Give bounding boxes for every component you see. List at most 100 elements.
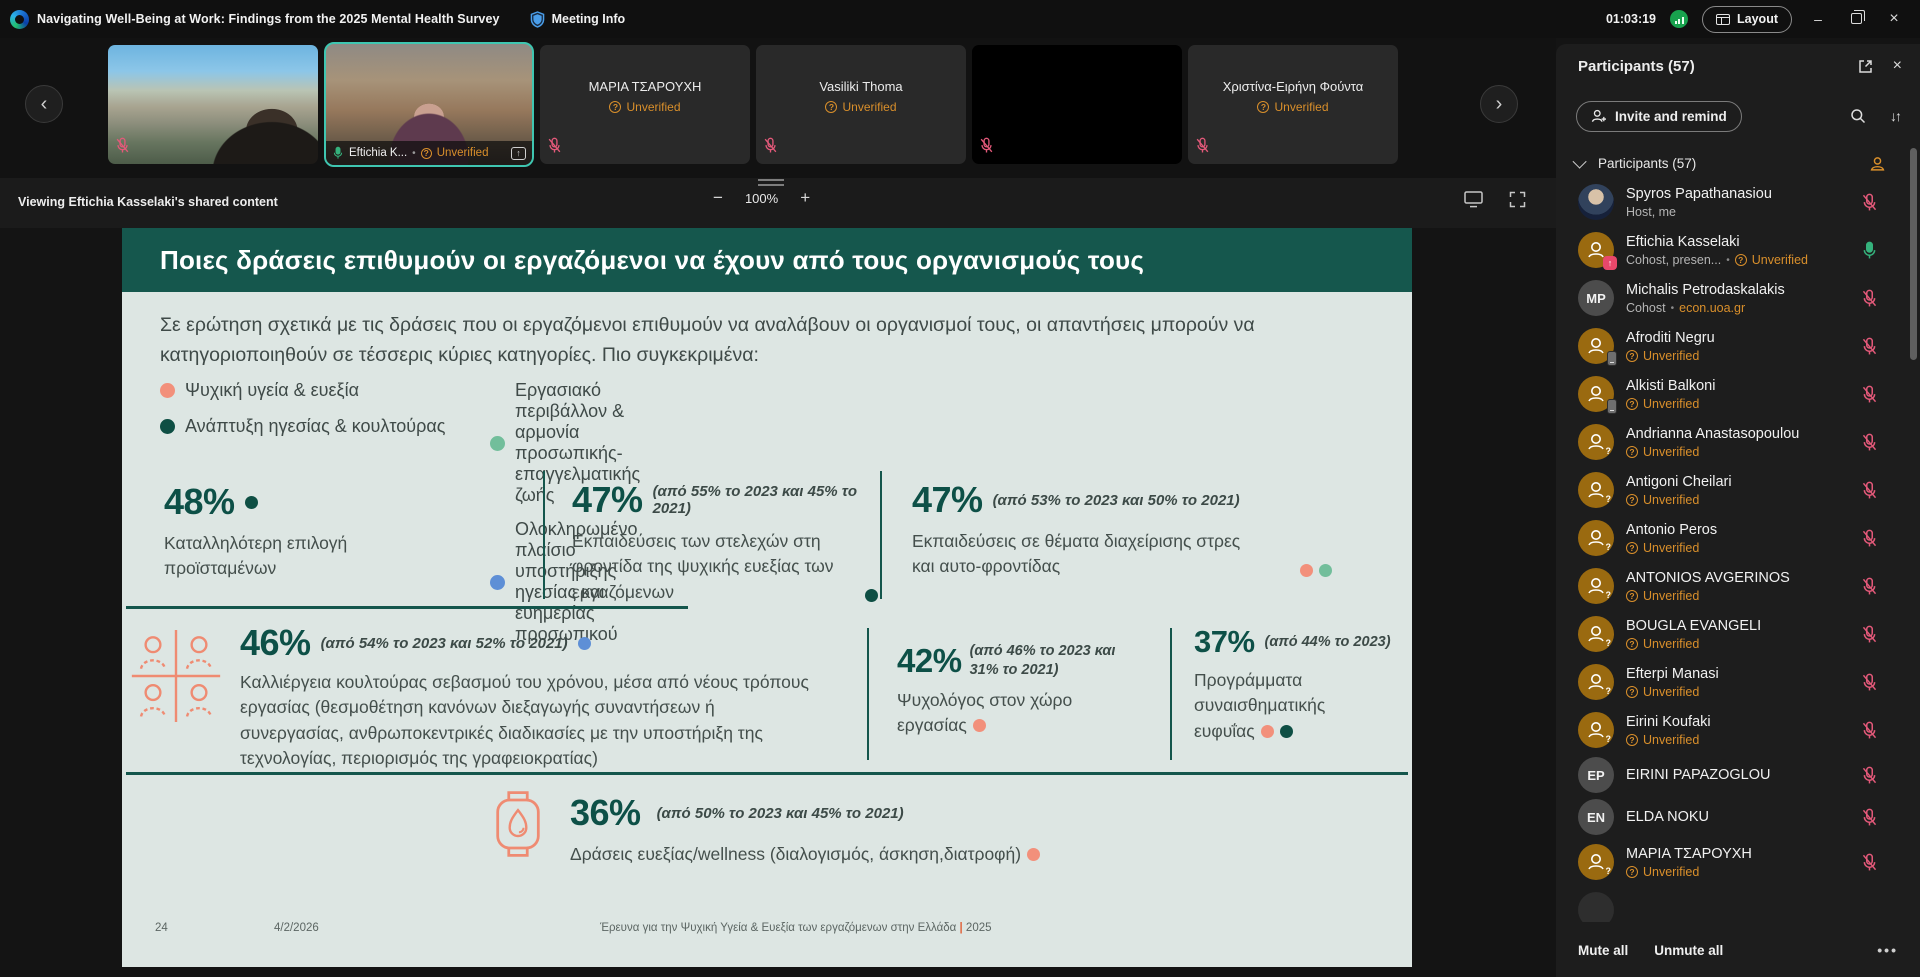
avatar-initials: EN (1578, 799, 1614, 835)
invite-and-remind-button[interactable]: Invite and remind (1576, 100, 1742, 132)
unverified-icon: ? (1257, 101, 1270, 113)
mic-muted-icon[interactable] (1861, 481, 1878, 500)
participants-footer: Mute all Unmute all ••• (1556, 935, 1920, 965)
audio-tile-participant[interactable]: ΜΑΡΙΑ ΤΣΑΡΟΥΧΗ ? Unverified (540, 45, 750, 164)
active-speaker-label: Eftichia K... • ? Unverified ↑ (326, 141, 532, 165)
mic-muted-icon[interactable] (1861, 289, 1878, 308)
stats-row-1: 48% Καταλληλότερη επιλογή προϊσταμένων 4… (122, 471, 1412, 603)
participant-row[interactable]: ? ANTONIOS AVGERINOS ? Unverified (1556, 562, 1920, 610)
zoom-out-button[interactable]: − (713, 188, 723, 207)
chevron-down-icon (1572, 154, 1587, 169)
unverified-icon: ? (1626, 494, 1638, 507)
mute-all-button[interactable]: Mute all (1578, 942, 1629, 958)
participant-row[interactable]: ↑ Eftichia Kasselaki Cohost, presen... •?… (1556, 226, 1920, 274)
connection-quality-icon[interactable] (1670, 10, 1689, 28)
stat-47a: 47% (από 55% το 2023 και 45% το 2021) Εκπ… (572, 479, 878, 605)
slide-page-number: 24 (155, 922, 168, 934)
search-icon[interactable] (1850, 108, 1866, 124)
video-tile-active-speaker[interactable]: Eftichia K... • ? Unverified ↑ (324, 42, 534, 167)
meeting-info-button[interactable]: Meeting Info (551, 12, 626, 26)
category-dot (1279, 724, 1293, 738)
participant-domain-link[interactable]: econ.uoa.gr (1679, 301, 1746, 316)
shared-content-header: Viewing Eftichia Kasselaki's shared cont… (0, 178, 1556, 228)
filmstrip-next-button[interactable]: › (1480, 85, 1518, 123)
mic-muted-icon (763, 137, 778, 159)
mic-muted-icon[interactable] (1861, 337, 1878, 356)
category-dot (865, 589, 878, 603)
mic-muted-icon (547, 137, 562, 159)
stat-46: 46% (από 54% το 2023 και 52% το 2021) Καλ… (240, 622, 809, 769)
expand-tile-icon[interactable]: ↑ (511, 146, 526, 160)
mic-muted-icon[interactable] (1861, 529, 1878, 548)
stat-36: 36% (από 50% το 2023 και 45% το 2021) Δρά… (570, 792, 1270, 867)
participant-row[interactable]: ? Andrianna Anastasopoulou ? Unverified (1556, 418, 1920, 466)
mic-muted-icon[interactable] (1861, 808, 1878, 827)
share-display-icon[interactable] (1464, 191, 1483, 208)
divider (543, 471, 545, 599)
participant-row[interactable]: ? BOUGLA EVANGELI ? Unverified (1556, 610, 1920, 658)
participant-row-partial[interactable] (1556, 886, 1920, 922)
fullscreen-icon[interactable] (1509, 191, 1526, 208)
participant-row[interactable]: EP EIRINI PAPAZOGLOU (1556, 754, 1920, 796)
participant-row[interactable]: ? Efterpi Manasi ? Unverified (1556, 658, 1920, 706)
participant-row[interactable]: ? Antonio Peros ? Unverified (1556, 514, 1920, 562)
slide-source: Έρευνα για την Ψυχική Υγεία & Ευεξία των… (600, 922, 992, 934)
participant-row[interactable]: EN ELDA NOKU (1556, 796, 1920, 838)
unmute-all-button[interactable]: Unmute all (1654, 942, 1724, 958)
more-options-icon[interactable]: ••• (1877, 942, 1898, 958)
filmstrip-prev-button[interactable]: ‹ (25, 85, 63, 123)
zoom-in-button[interactable]: + (800, 188, 811, 207)
mic-muted-icon[interactable] (1861, 193, 1878, 212)
category-dot (577, 636, 591, 650)
mic-muted-icon[interactable] (1861, 853, 1878, 872)
mic-muted-icon[interactable] (1861, 385, 1878, 404)
video-tile-dark[interactable] (972, 45, 1182, 164)
layout-button[interactable]: Layout (1702, 5, 1792, 33)
divider (867, 628, 869, 760)
strip-resize-handle[interactable] (758, 179, 784, 186)
participants-panel: Participants (57) × Invite and remind ↓↑… (1556, 44, 1920, 977)
avatar-photo (1578, 184, 1614, 220)
close-panel-icon[interactable]: × (1892, 57, 1902, 74)
video-tile-participant[interactable] (108, 45, 318, 164)
participant-row[interactable]: ? ΜΑΡΙΑ ΤΣΑΡΟΥΧΗ ? Unverified (1556, 838, 1920, 886)
unverified-status: Unverified (436, 147, 489, 159)
slide-title-band: Ποιες δράσεις επιθυμούν οι εργαζόμενοι ν… (122, 228, 1412, 292)
mic-muted-icon[interactable] (1861, 625, 1878, 644)
sort-icon[interactable]: ↓↑ (1890, 108, 1902, 124)
participant-row[interactable]: ? Eirini Koufaki ? Unverified (1556, 706, 1920, 754)
close-window-button[interactable]: × (1889, 10, 1899, 27)
mic-on-icon[interactable] (1861, 241, 1878, 260)
mic-on-icon (333, 146, 343, 159)
participant-row[interactable]: ? Antigoni Cheilari ? Unverified (1556, 466, 1920, 514)
category-dot (1260, 724, 1274, 738)
mic-muted-icon[interactable] (1861, 673, 1878, 692)
minimize-button[interactable]: – (1814, 11, 1822, 27)
audio-tile-participant[interactable]: Vasiliki Thoma ? Unverified (756, 45, 966, 164)
participants-scrollbar[interactable] (1910, 148, 1917, 360)
mic-muted-icon[interactable] (1861, 766, 1878, 785)
stat-47b: 47% (από 53% το 2023 και 50% το 2021) Εκπ… (912, 479, 1362, 580)
mic-muted-icon (1195, 137, 1210, 159)
divider (126, 772, 1408, 775)
viewing-label: Viewing Eftichia Kasselaki's shared cont… (18, 195, 278, 209)
restore-button[interactable] (1844, 10, 1868, 27)
participant-row[interactable]: Alkisti Balkoni ? Unverified (1556, 370, 1920, 418)
audio-tile-participant[interactable]: Χριστίνα-Ειρήνη Φούντα ? Unverified (1188, 45, 1398, 164)
participants-section-header[interactable]: Participants (57) (1556, 150, 1920, 176)
stat-48: 48% Καταλληλότερη επιλογή προϊσταμένων (164, 481, 348, 579)
in-meeting-icon (1869, 155, 1886, 172)
divider (126, 606, 688, 609)
mic-muted-icon[interactable] (1861, 433, 1878, 452)
participant-row[interactable]: Spyros Papathanasiou Host, me (1556, 178, 1920, 226)
participant-row[interactable]: Afroditi Negru ? Unverified (1556, 322, 1920, 370)
participant-row[interactable]: MP Michalis Petrodaskalakis Cohost • econ.… (1556, 274, 1920, 322)
unverified-icon: ? (1626, 638, 1638, 651)
participants-panel-title: Participants (57) (1578, 57, 1695, 75)
mic-muted-icon[interactable] (1861, 721, 1878, 740)
stats-row-2: 46% (από 54% το 2023 και 52% το 2021) Καλ… (122, 620, 1412, 770)
mic-muted-icon[interactable] (1861, 577, 1878, 596)
legend-dot-teal (160, 419, 175, 434)
avatar (1578, 376, 1617, 414)
popout-panel-icon[interactable] (1858, 59, 1873, 74)
